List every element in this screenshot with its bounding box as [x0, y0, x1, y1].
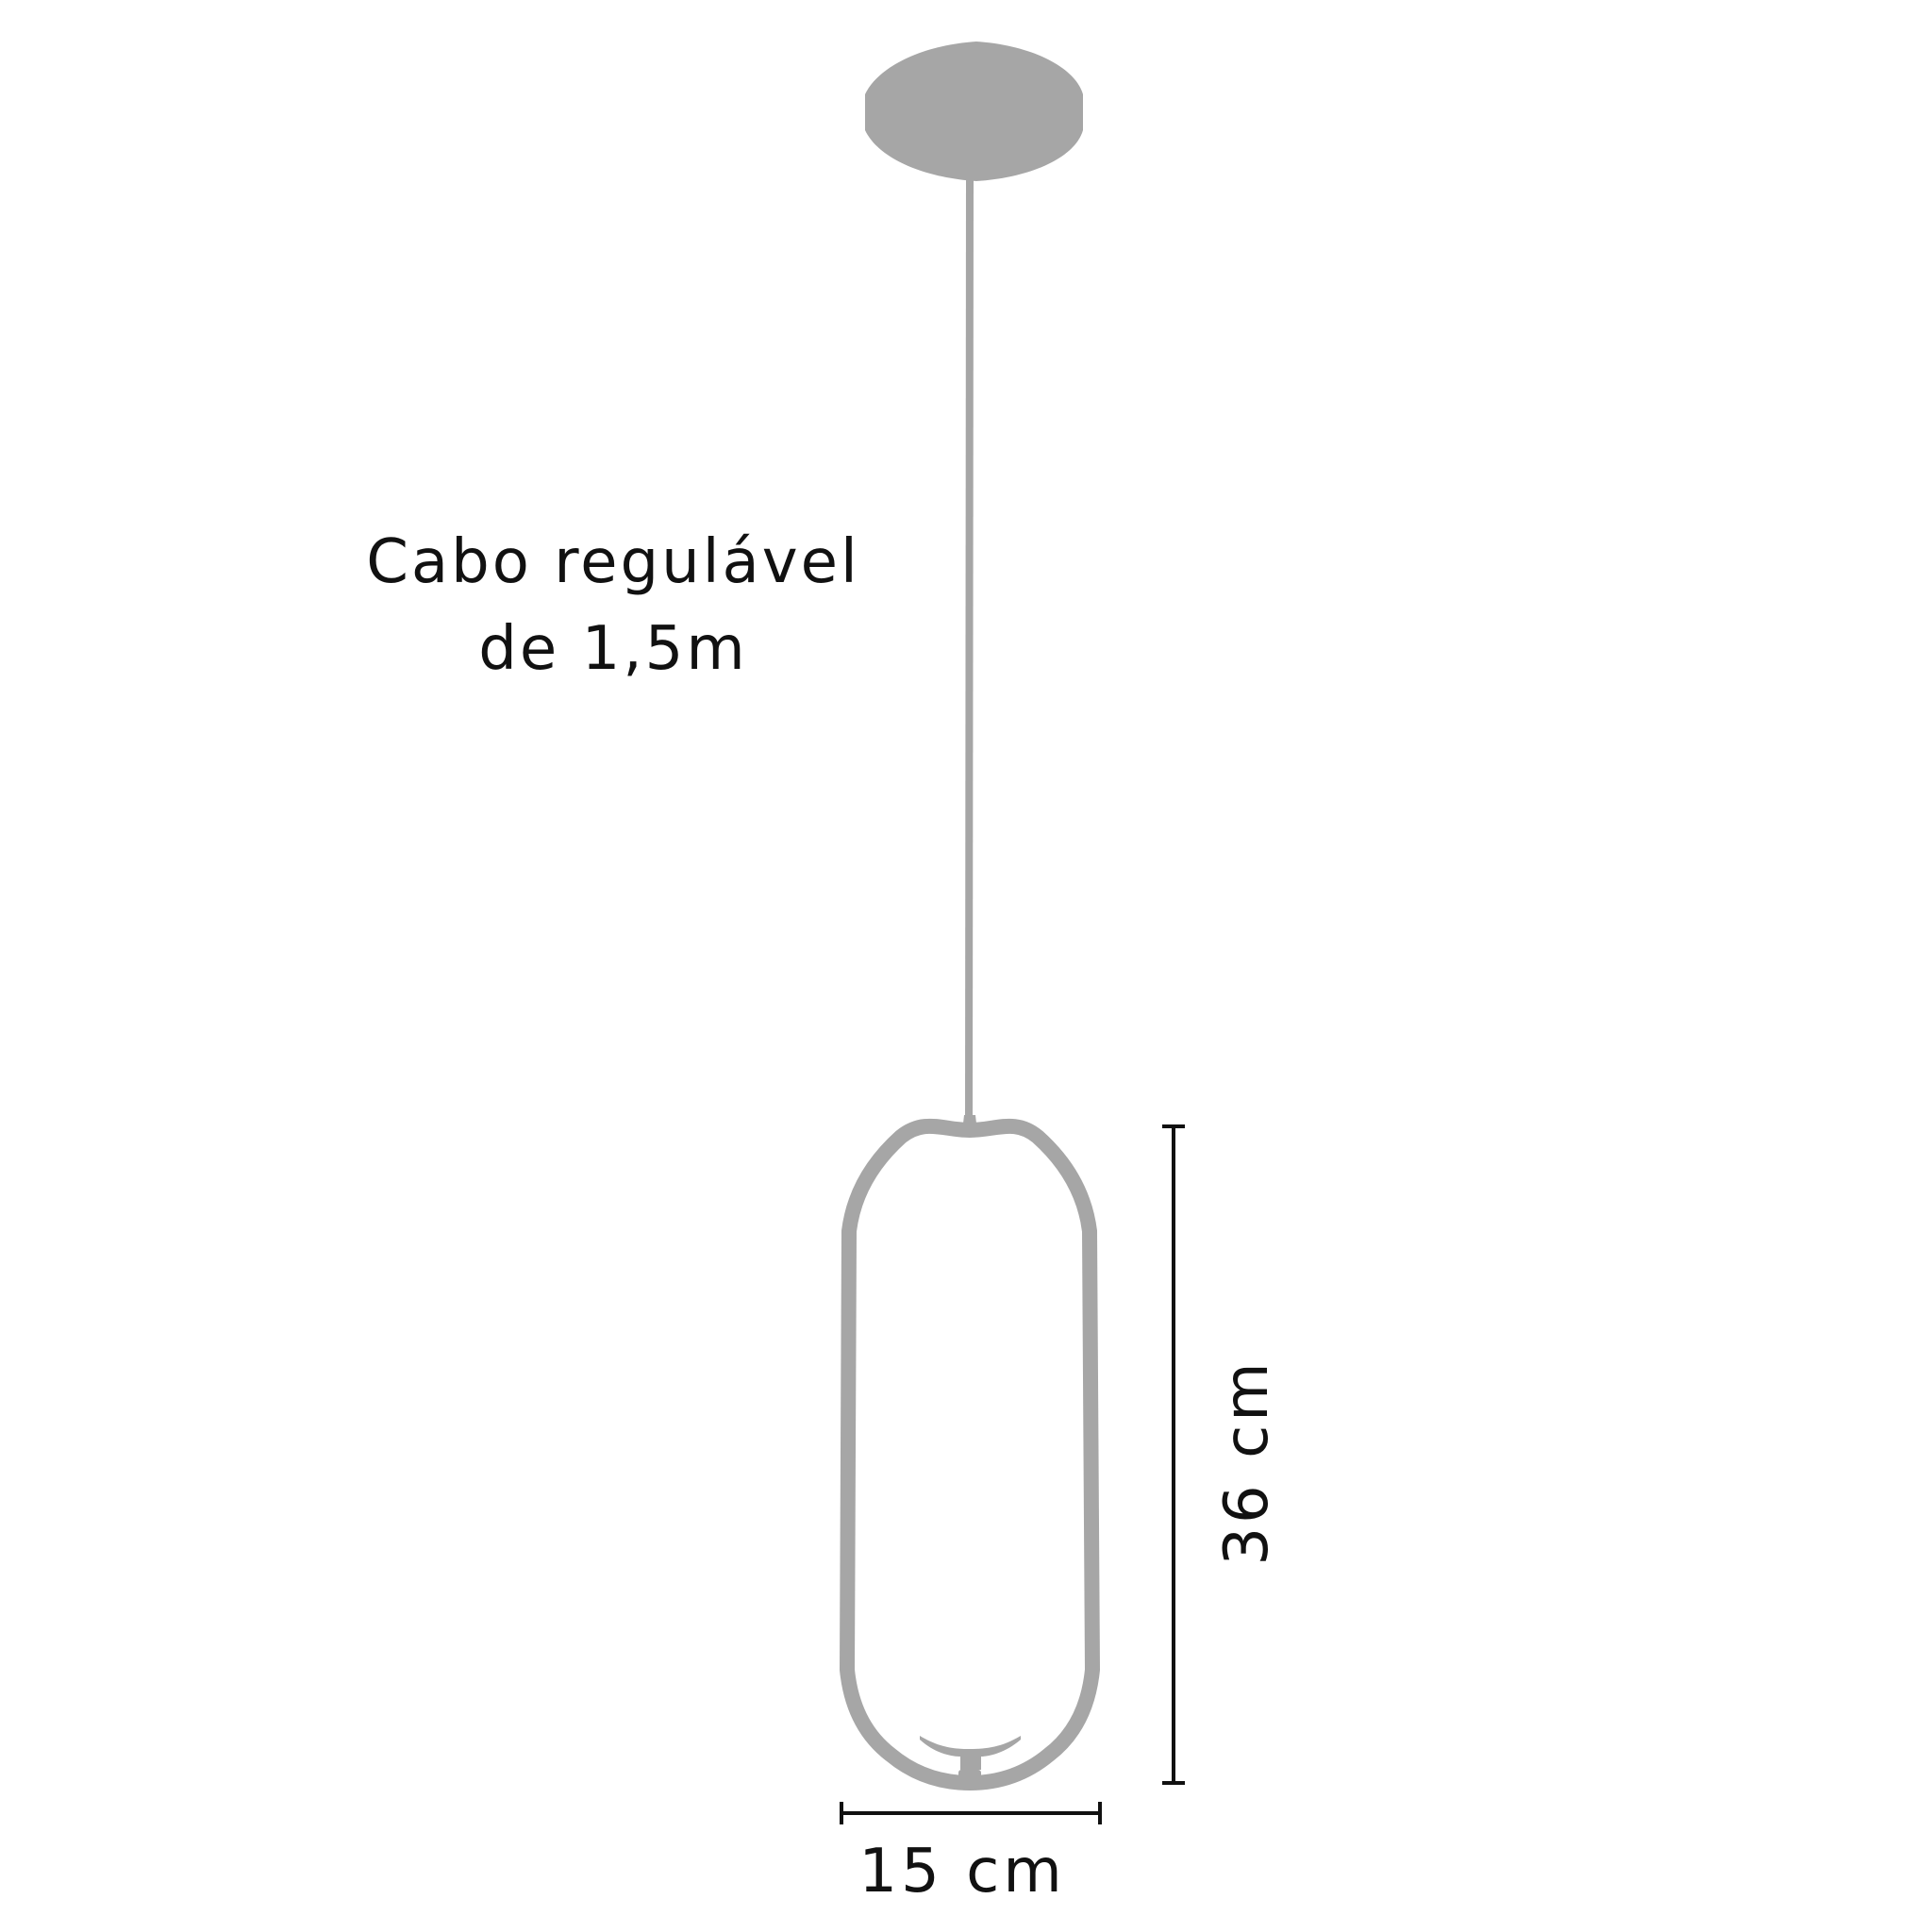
cable-label-line2: de 1,5m [478, 614, 748, 684]
capsule-shade [839, 1118, 1101, 1791]
height-dimension-line [1162, 1124, 1185, 1785]
bulb-holder [920, 1736, 1021, 1785]
cable-length-label: Cabo regulável de 1,5m [264, 519, 962, 692]
shade-top-connector [962, 1115, 977, 1132]
ceiling-canopy [865, 42, 1083, 181]
width-dimension-line [840, 1802, 1102, 1824]
width-label: 15 cm [858, 1837, 1066, 1907]
height-label: 36 cm [1212, 1358, 1282, 1566]
cable-label-line1: Cabo regulável [366, 527, 860, 597]
suspension-cable [965, 178, 974, 1124]
